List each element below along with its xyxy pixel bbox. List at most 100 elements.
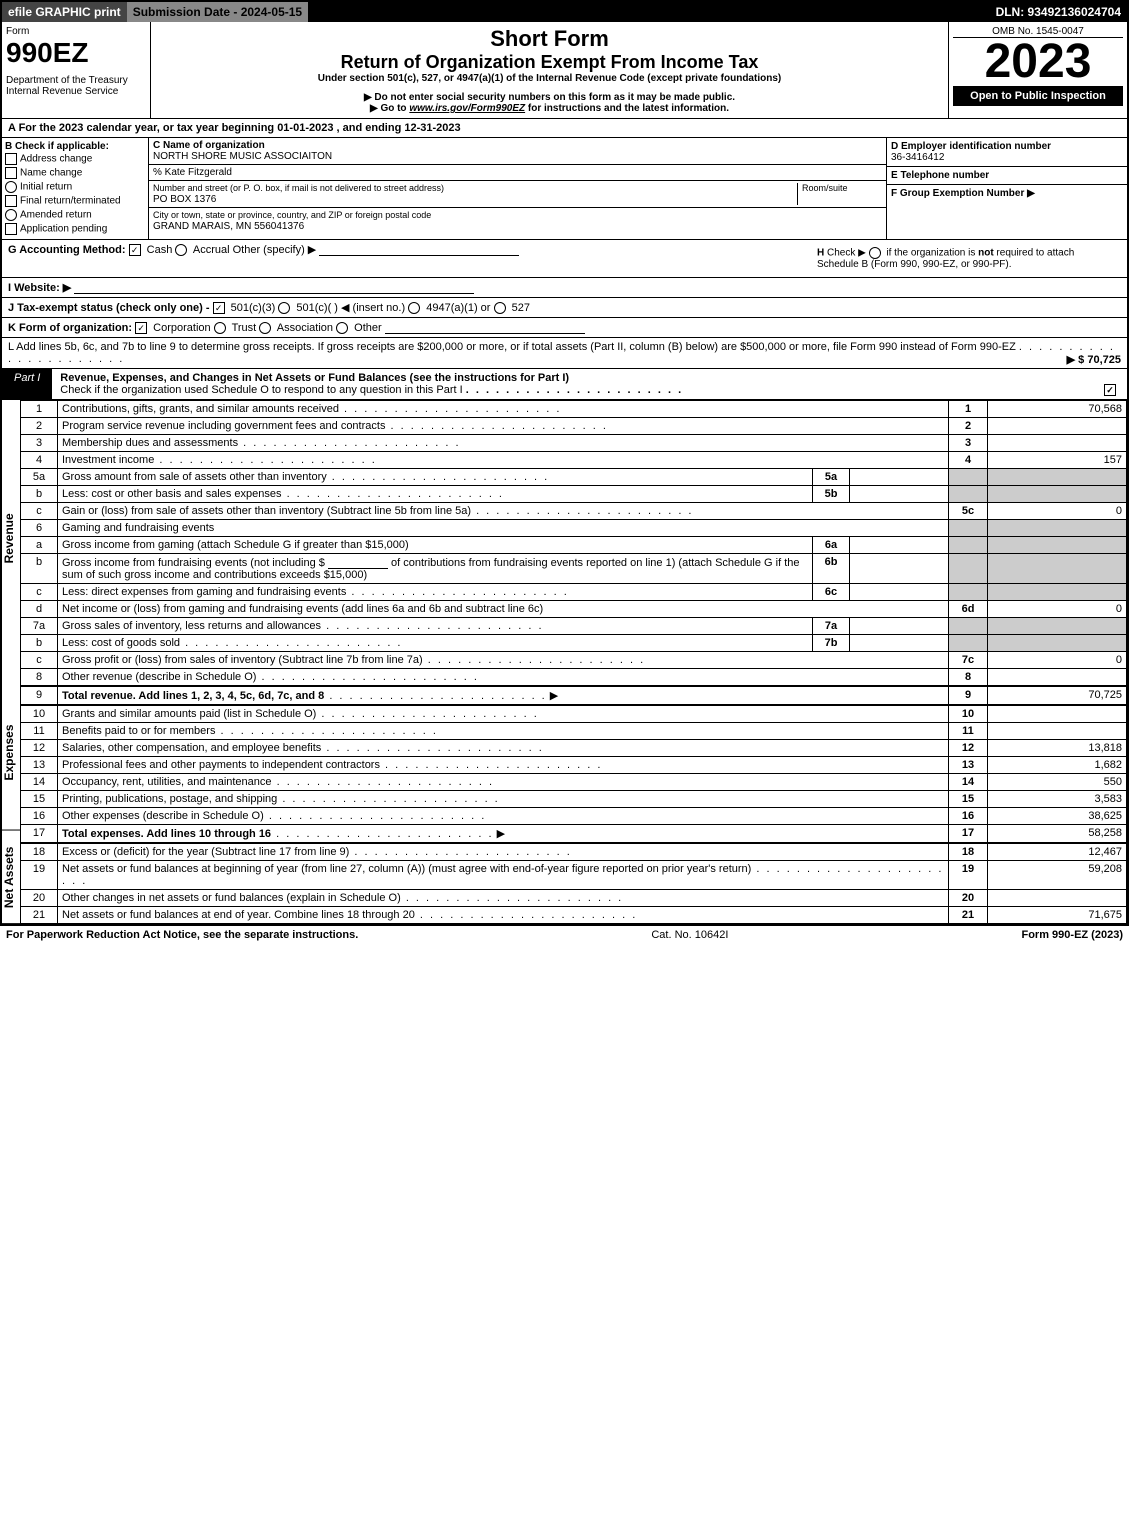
care-of: % Kate Fitzgerald xyxy=(153,167,232,178)
street: PO BOX 1376 xyxy=(153,194,216,205)
cb-application-pending[interactable] xyxy=(5,223,17,235)
e-label: E Telephone number xyxy=(891,170,989,181)
section-h: H Check ▶ if the organization is not req… xyxy=(813,243,1121,274)
line-6d: dNet income or (loss) from gaming and fu… xyxy=(21,601,1127,618)
form-title: Short Form xyxy=(155,26,944,52)
row-l: L Add lines 5b, 6c, and 7b to line 9 to … xyxy=(2,338,1127,369)
submission-date: Submission Date - 2024-05-15 xyxy=(127,2,308,22)
line-13: 13Professional fees and other payments t… xyxy=(21,757,1127,774)
irs-label: Internal Revenue Service xyxy=(6,86,146,97)
irs-link[interactable]: www.irs.gov/Form990EZ xyxy=(409,103,525,114)
other-org-field[interactable] xyxy=(385,321,585,334)
line-6b: bGross income from fundraising events (n… xyxy=(21,554,1127,584)
form-subtitle: Return of Organization Exempt From Incom… xyxy=(155,52,944,73)
cb-corp[interactable] xyxy=(135,322,147,334)
l-amount: ▶ $ 70,725 xyxy=(1067,353,1121,366)
open-public: Open to Public Inspection xyxy=(953,86,1123,106)
tax-year: 2023 xyxy=(953,38,1123,86)
lines-table: 1Contributions, gifts, grants, and simil… xyxy=(21,400,1127,924)
line-9: 9Total revenue. Add lines 1, 2, 3, 4, 5c… xyxy=(21,686,1127,705)
line-6: 6Gaming and fundraising events xyxy=(21,520,1127,537)
line-12: 12Salaries, other compensation, and empl… xyxy=(21,740,1127,757)
footer-right: Form 990-EZ (2023) xyxy=(1021,929,1123,941)
dln: DLN: 93492136024704 xyxy=(990,2,1127,22)
line-5b: bLess: cost or other basis and sales exp… xyxy=(21,486,1127,503)
checkbox-list: Address change Name change Initial retur… xyxy=(5,152,145,236)
form-header: Form 990EZ Department of the Treasury In… xyxy=(2,22,1127,119)
warn-ssn: ▶ Do not enter social security numbers o… xyxy=(155,92,944,103)
room-label: Room/suite xyxy=(802,183,848,193)
i-label: I Website: ▶ xyxy=(8,282,71,294)
footer-left: For Paperwork Reduction Act Notice, see … xyxy=(6,929,358,941)
k-label: K Form of organization: xyxy=(8,322,132,334)
form-number: 990EZ xyxy=(6,37,146,69)
c-name-label: C Name of organization xyxy=(153,140,265,151)
6b-amount-field[interactable] xyxy=(328,556,388,569)
rb-501c[interactable] xyxy=(278,302,290,314)
cb-final-return[interactable] xyxy=(5,195,17,207)
part-i-header: Part I Revenue, Expenses, and Changes in… xyxy=(2,369,1127,400)
g-label: G Accounting Method: xyxy=(8,244,126,256)
line-17: 17Total expenses. Add lines 10 through 1… xyxy=(21,825,1127,844)
line-7b: bLess: cost of goods sold7b xyxy=(21,635,1127,652)
rb-4947[interactable] xyxy=(408,302,420,314)
rb-other-org[interactable] xyxy=(336,322,348,334)
side-expenses: Expenses xyxy=(2,676,20,831)
form-990ez: efile GRAPHIC print Submission Date - 20… xyxy=(0,0,1129,926)
line-14: 14Occupancy, rent, utilities, and mainte… xyxy=(21,774,1127,791)
form-word: Form xyxy=(6,26,146,37)
rb-initial-return[interactable] xyxy=(5,181,17,193)
cb-address-change[interactable] xyxy=(5,153,17,165)
row-g-h: H Check ▶ if the organization is not req… xyxy=(2,240,1127,278)
line-5a: 5aGross amount from sale of assets other… xyxy=(21,469,1127,486)
line-18: 18Excess or (deficit) for the year (Subt… xyxy=(21,843,1127,861)
efile-label: efile GRAPHIC print xyxy=(2,2,127,22)
l-text: L Add lines 5b, 6c, and 7b to line 9 to … xyxy=(8,341,1016,353)
line-8: 8Other revenue (describe in Schedule O)8 xyxy=(21,669,1127,687)
section-a: A For the 2023 calendar year, or tax yea… xyxy=(2,119,1127,138)
website-field[interactable] xyxy=(74,281,474,294)
rb-accrual[interactable] xyxy=(175,244,187,256)
d-label: D Employer identification number xyxy=(891,141,1051,152)
row-j: J Tax-exempt status (check only one) - 5… xyxy=(2,298,1127,318)
f-label: F Group Exemption Number ▶ xyxy=(891,188,1035,199)
line-5c: cGain or (loss) from sale of assets othe… xyxy=(21,503,1127,520)
other-method-field[interactable] xyxy=(319,243,519,256)
ein: 36-3416412 xyxy=(891,152,944,163)
line-16: 16Other expenses (describe in Schedule O… xyxy=(21,808,1127,825)
row-i: I Website: ▶ xyxy=(2,278,1127,298)
cb-name-change[interactable] xyxy=(5,167,17,179)
line-11: 11Benefits paid to or for members11 xyxy=(21,723,1127,740)
cb-cash[interactable] xyxy=(129,244,141,256)
line-10: 10Grants and similar amounts paid (list … xyxy=(21,705,1127,723)
rb-amended-return[interactable] xyxy=(5,209,17,221)
section-b-label: B Check if applicable: xyxy=(5,141,145,152)
line-6a: aGross income from gaming (attach Schedu… xyxy=(21,537,1127,554)
form-subtext: Under section 501(c), 527, or 4947(a)(1)… xyxy=(155,73,944,84)
part-i-body: Revenue Expenses Net Assets 1Contributio… xyxy=(2,400,1127,924)
line-2: 2Program service revenue including gover… xyxy=(21,418,1127,435)
street-label: Number and street (or P. O. box, if mail… xyxy=(153,183,444,193)
rb-assoc[interactable] xyxy=(259,322,271,334)
rb-527[interactable] xyxy=(494,302,506,314)
line-7a: 7aGross sales of inventory, less returns… xyxy=(21,618,1127,635)
cb-sched-o-part1[interactable] xyxy=(1104,384,1116,396)
org-name: NORTH SHORE MUSIC ASSOCIAITON xyxy=(153,151,332,162)
entity-info: B Check if applicable: Address change Na… xyxy=(2,138,1127,240)
line-20: 20Other changes in net assets or fund ba… xyxy=(21,890,1127,907)
page-footer: For Paperwork Reduction Act Notice, see … xyxy=(0,926,1129,944)
rb-trust[interactable] xyxy=(214,322,226,334)
part-i-check-text: Check if the organization used Schedule … xyxy=(60,384,462,396)
line-3: 3Membership dues and assessments3 xyxy=(21,435,1127,452)
side-net-assets: Net Assets xyxy=(2,831,20,924)
warn-link: ▶ Go to www.irs.gov/Form990EZ for instru… xyxy=(155,103,944,114)
row-k: K Form of organization: Corporation Trus… xyxy=(2,318,1127,338)
line-1: 1Contributions, gifts, grants, and simil… xyxy=(21,401,1127,418)
line-4: 4Investment income4157 xyxy=(21,452,1127,469)
rb-sched-b[interactable] xyxy=(869,247,881,259)
city: GRAND MARAIS, MN 556041376 xyxy=(153,221,304,232)
side-revenue: Revenue xyxy=(2,400,20,676)
city-label: City or town, state or province, country… xyxy=(153,210,431,220)
line-15: 15Printing, publications, postage, and s… xyxy=(21,791,1127,808)
cb-501c3[interactable] xyxy=(213,302,225,314)
